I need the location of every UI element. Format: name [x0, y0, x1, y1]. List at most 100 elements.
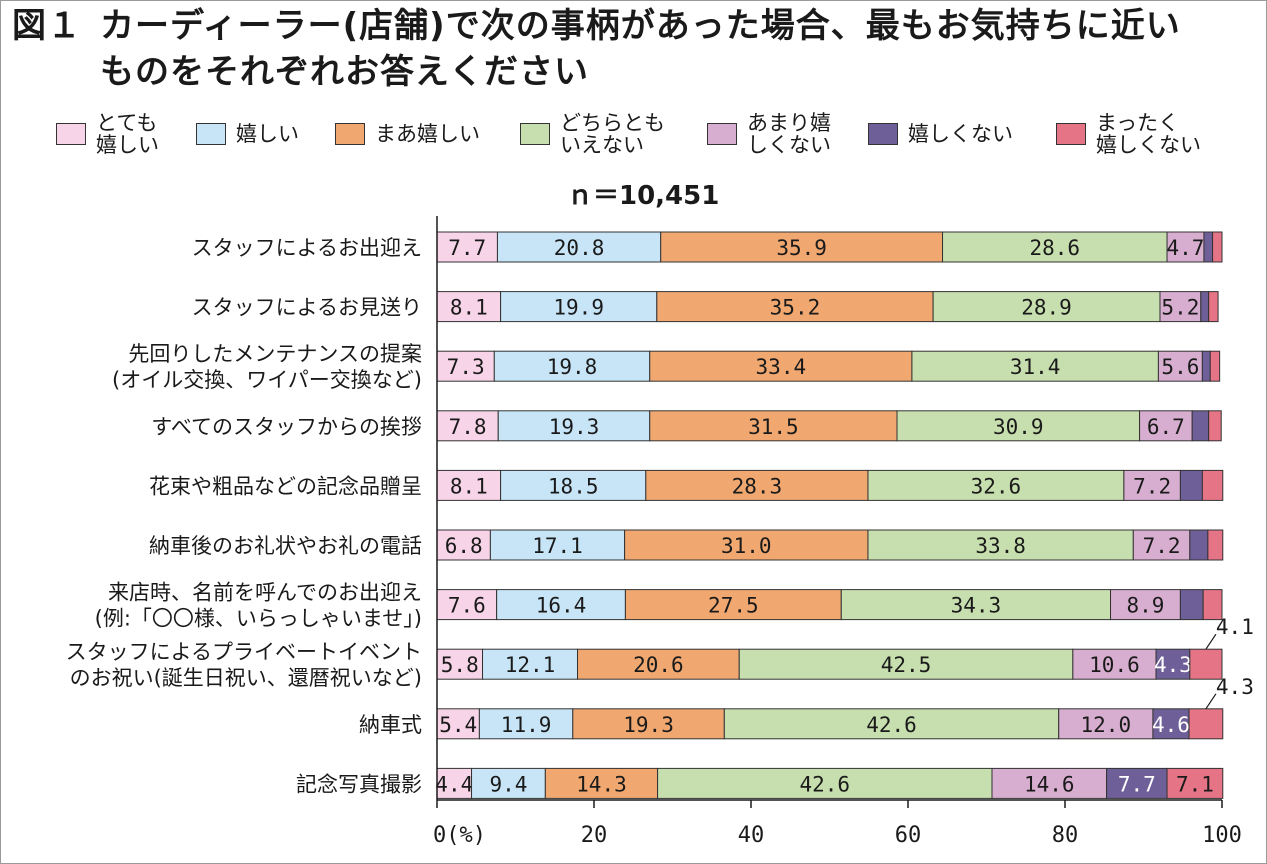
bar-segment: [489, 529, 626, 561]
category-label: スタッフによるお見送り: [192, 296, 422, 320]
data-label: 8.9: [1126, 594, 1164, 618]
bar-segment: [500, 291, 658, 323]
data-label: 5.2: [1161, 296, 1199, 320]
legend-swatch: [1056, 123, 1086, 145]
bar-segment: [497, 410, 651, 442]
data-label: 9.4: [489, 772, 527, 796]
chart-title-line-1: カーディーラー(店舗)で次の事柄があった場合、最もお気持ちに近い: [100, 6, 1181, 46]
data-label: 33.4: [756, 355, 807, 379]
data-label: 5.8: [441, 653, 479, 677]
bar-segment: [436, 648, 484, 680]
data-label: 28.3: [732, 474, 783, 498]
data-label: 7.8: [449, 415, 487, 439]
category-label: のお祝い(誕生日祝い、還暦祝いなど): [70, 666, 422, 690]
data-label: 34.3: [951, 594, 1002, 618]
category-label: 記念写真撮影: [296, 772, 422, 796]
data-label: 4.4: [435, 772, 473, 796]
data-label: 7.6: [448, 594, 486, 618]
data-label: 6.7: [1147, 415, 1185, 439]
data-label: 32.6: [971, 474, 1022, 498]
data-label: 10.6: [1089, 653, 1140, 677]
data-label: 7.2: [1143, 534, 1181, 558]
chart-title-line-2: ものをそれぞれお答えください: [100, 52, 589, 92]
data-label: 31.5: [748, 415, 799, 439]
bar-segment: [436, 291, 502, 323]
data-label: 20.6: [633, 653, 684, 677]
bar-segment: [645, 469, 869, 501]
legend-swatch: [335, 123, 365, 145]
x-tick-label: 0(%): [433, 823, 486, 848]
data-label: 7.1: [1176, 772, 1214, 796]
data-label: 4.7: [1167, 236, 1205, 260]
bar-segment: [1203, 231, 1214, 263]
data-label: 5.4: [439, 713, 477, 737]
legend-label: どちらとも いえない: [560, 111, 665, 157]
bar-segment: [624, 589, 842, 621]
data-label: 27.5: [708, 594, 759, 618]
bar-segment: [496, 231, 662, 263]
data-label: 42.6: [800, 772, 851, 796]
bar-segment: [1202, 589, 1223, 621]
bar-segment: [991, 767, 1108, 799]
data-label: 5.6: [1161, 355, 1199, 379]
legend-label: まったく 嬉しくない: [1096, 111, 1201, 157]
x-tick-label: 80: [1052, 823, 1079, 848]
bar-segment: [1212, 231, 1223, 263]
bar-segment: [840, 589, 1112, 621]
data-label: 8.1: [450, 474, 488, 498]
bar-segment: [723, 708, 1060, 740]
data-label: 7.7: [448, 236, 486, 260]
data-label: 42.5: [881, 653, 932, 677]
x-tick-label: 40: [738, 823, 765, 848]
data-label: 14.6: [1024, 772, 1075, 796]
bar-segment: [1189, 529, 1209, 561]
legend-swatch: [520, 123, 550, 145]
data-label: 17.1: [532, 534, 583, 558]
bar-segment: [657, 767, 993, 799]
data-label: 4.6: [1152, 713, 1190, 737]
category-label: (オイル交換、ワイパー交換など): [112, 368, 422, 392]
bar-segment: [896, 410, 1141, 442]
data-label: 19.9: [553, 296, 604, 320]
data-label: 4.3: [1154, 653, 1192, 677]
sample-size-label: ｎ＝10,451: [567, 181, 720, 211]
bar-segment: [1072, 648, 1157, 680]
bar-segment: [1208, 410, 1222, 442]
callout-leader: [1205, 633, 1217, 650]
data-label: 12.0: [1081, 713, 1132, 737]
bar-segment: [493, 350, 651, 382]
bar-segment: [544, 767, 659, 799]
bar-segment: [1157, 350, 1203, 382]
legend-swatch: [196, 123, 226, 145]
bar-segment: [738, 648, 1074, 680]
category-label: 納車後のお礼状やお礼の電話: [149, 534, 422, 558]
data-label: 42.6: [866, 713, 917, 737]
legend-swatch: [56, 123, 86, 145]
category-label: (例:「〇〇様、いらっしゃいませ」): [95, 607, 422, 631]
data-label: 12.1: [505, 653, 556, 677]
data-label: 14.3: [576, 772, 627, 796]
x-tick-label: 100: [1202, 823, 1242, 848]
bar-segment: [1152, 708, 1190, 740]
bar-segment: [1208, 291, 1219, 323]
legend-swatch: [707, 123, 737, 145]
bar-segment: [471, 767, 546, 799]
x-tick-label: 60: [895, 823, 922, 848]
bar-segment: [1123, 469, 1181, 501]
legend-swatch: [868, 123, 898, 145]
data-label: 8.1: [450, 296, 488, 320]
bar-segment: [1201, 350, 1211, 382]
bar-segment: [496, 589, 626, 621]
bar-segment: [577, 648, 740, 680]
category-label: スタッフによるプライベートイベント: [66, 640, 422, 664]
category-label: 花束や粗品などの記念品贈呈: [149, 474, 422, 498]
data-label: 18.5: [548, 474, 599, 498]
x-tick-label: 20: [581, 823, 608, 848]
bar-segment: [867, 469, 1125, 501]
bar-segment: [932, 291, 1161, 323]
data-label: 19.3: [623, 713, 674, 737]
bar-segment: [649, 410, 898, 442]
data-label: 20.8: [554, 236, 605, 260]
category-label: スタッフによるお出迎え: [192, 236, 422, 260]
